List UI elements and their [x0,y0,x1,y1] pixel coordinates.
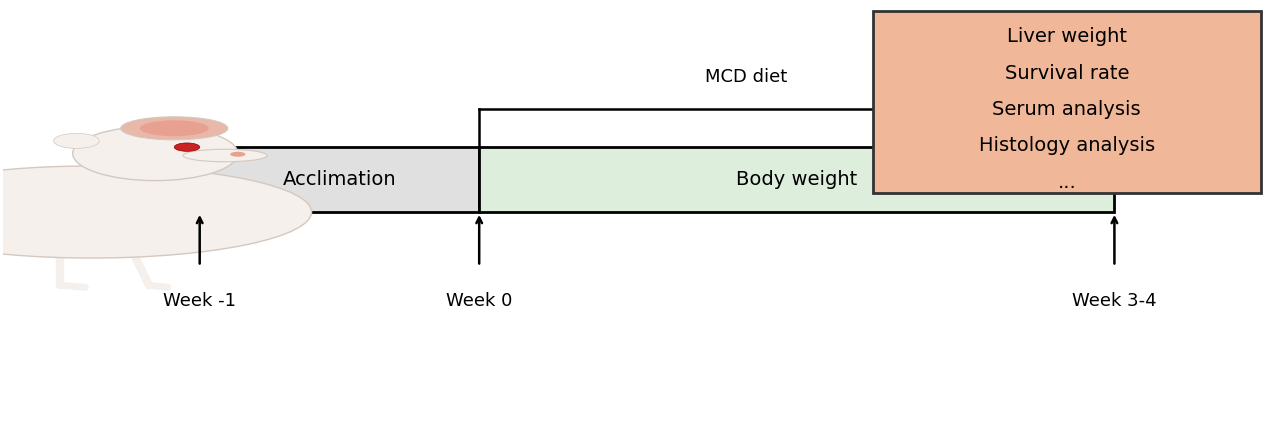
Circle shape [54,133,100,148]
Text: Survival rate: Survival rate [1004,64,1129,83]
Circle shape [175,143,200,151]
Ellipse shape [182,149,267,162]
Text: Liver weight: Liver weight [1007,27,1127,46]
Text: MCD diet: MCD diet [704,68,787,86]
Text: Week 3-4: Week 3-4 [1072,292,1157,310]
Ellipse shape [140,120,209,136]
Bar [873,11,1261,193]
Text: Acclimation: Acclimation [282,170,397,189]
Bar [200,147,480,212]
Text: Week 0: Week 0 [447,292,513,310]
Text: Histology analysis: Histology analysis [979,137,1155,155]
Text: Serum analysis: Serum analysis [993,100,1141,119]
Text: Week -1: Week -1 [163,292,236,310]
Text: ...: ... [1058,173,1076,192]
Ellipse shape [121,117,228,140]
Text: Body weight: Body weight [736,170,857,189]
Ellipse shape [0,166,311,258]
Bar [480,147,1114,212]
Circle shape [230,152,245,157]
Circle shape [73,126,237,181]
